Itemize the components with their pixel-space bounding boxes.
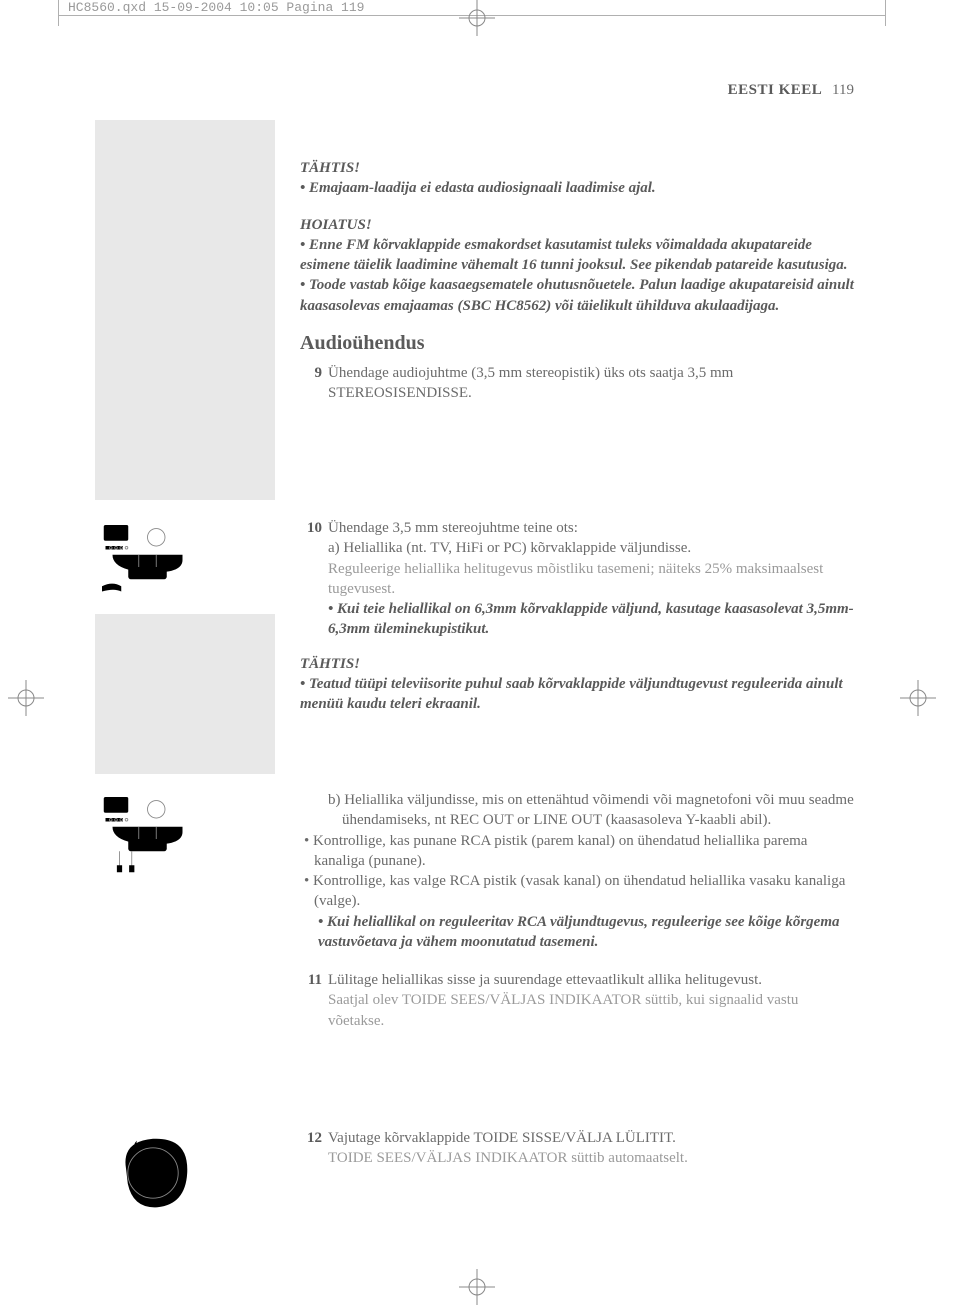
important-title: TÄHTIS! — [300, 158, 854, 178]
figure-headphone-power — [108, 1128, 198, 1223]
step-text: Lülitage heliallikas sisse ja suurendage… — [328, 972, 762, 988]
crop-mark — [58, 0, 59, 26]
registration-mark-icon — [8, 680, 44, 716]
check-bullet: • Kontrollige, kas punane RCA pistik (pa… — [314, 831, 854, 872]
step-note: Reguleerige heliallika helitugevus mõist… — [328, 559, 854, 600]
sidebar-gray-block — [95, 614, 275, 774]
step-12: 12Vajutage kõrvaklappide TOIDE SISSE/VÄL… — [328, 1128, 854, 1169]
content-block-3: b) Heliallika väljundisse, mis on ettenä… — [300, 790, 854, 1031]
step-text: Ühendage 3,5 mm stereojuhtme teine ots: — [328, 520, 578, 536]
section-title: Audioühendus — [300, 330, 854, 357]
step-note: Saatjal olev TOIDE SEES/VÄLJAS INDIKAATO… — [328, 990, 854, 1031]
file-slug: HC8560.qxd 15-09-2004 10:05 Pagina 119 — [68, 0, 364, 15]
important-title: TÄHTIS! — [300, 654, 854, 674]
step-number: 12 — [300, 1128, 322, 1148]
step-number: 9 — [300, 363, 322, 383]
warning-bullet: • Enne FM kõrvaklappide esmakordset kasu… — [300, 235, 854, 276]
figure-dock-stereo — [95, 518, 200, 602]
content-block-2: 10 Ühendage 3,5 mm stereojuhtme teine ots… — [300, 518, 854, 714]
registration-mark-icon — [459, 1269, 495, 1305]
content-block-4: 12 Vajutage kõrvaklappide TOIDE SISSE/VÄL… — [300, 1128, 854, 1169]
step-10: 10Ühendage 3,5 mm stereojuhtme teine ots… — [328, 518, 854, 640]
rca-bold-note: • Kui heliallikal on reguleeritav RCA vä… — [318, 912, 854, 953]
crop-mark — [885, 0, 886, 26]
registration-mark-icon — [900, 680, 936, 716]
warning-bullet: • Toode vastab kõige kaasaegsematele ohu… — [300, 275, 854, 316]
manual-page: HC8560.qxd 15-09-2004 10:05 Pagina 119 E… — [0, 0, 954, 1305]
step-note: TOIDE SEES/VÄLJAS INDIKAATOR süttib auto… — [328, 1148, 854, 1168]
step-sub-b: b) Heliallika väljundisse, mis on ettenä… — [342, 790, 854, 831]
step-sub-a: a) Heliallika (nt. TV, HiFi or PC) kõrva… — [328, 538, 854, 558]
step-11: 11Lülitage heliallikas sisse ja suurenda… — [328, 970, 854, 1031]
page-header: EESTI KEEL 119 — [728, 82, 854, 99]
figure-dock-rca — [95, 790, 200, 883]
sidebar-gray-block — [95, 120, 275, 500]
step-10b: b) Heliallika väljundisse, mis on ettenä… — [328, 790, 854, 831]
registration-mark-icon — [459, 0, 495, 36]
step-number: 11 — [300, 970, 322, 990]
content-block-1: TÄHTIS! • Emajaam-laadija ei edasta audi… — [300, 158, 854, 403]
step-bold-note: • Kui teie heliallikal on 6,3mm kõrvakla… — [328, 599, 854, 640]
language-label: EESTI KEEL — [728, 82, 823, 98]
step-9: 9Ühendage audiojuhtme (3,5 mm stereopist… — [328, 363, 854, 404]
check-bullet: • Kontrollige, kas valge RCA pistik (vas… — [314, 871, 854, 912]
important-bullet: • Teatud tüüpi televiisorite puhul saab … — [300, 674, 854, 715]
page-number: 119 — [832, 82, 854, 98]
step-number: 10 — [300, 518, 322, 538]
step-text: Vajutage kõrvaklappide TOIDE SISSE/VÄLJA… — [328, 1130, 676, 1146]
warning-title: HOIATUS! — [300, 215, 854, 235]
step-text: Ühendage audiojuhtme (3,5 mm stereopisti… — [328, 365, 733, 401]
important-bullet: • Emajaam-laadija ei edasta audiosignaal… — [300, 178, 854, 198]
